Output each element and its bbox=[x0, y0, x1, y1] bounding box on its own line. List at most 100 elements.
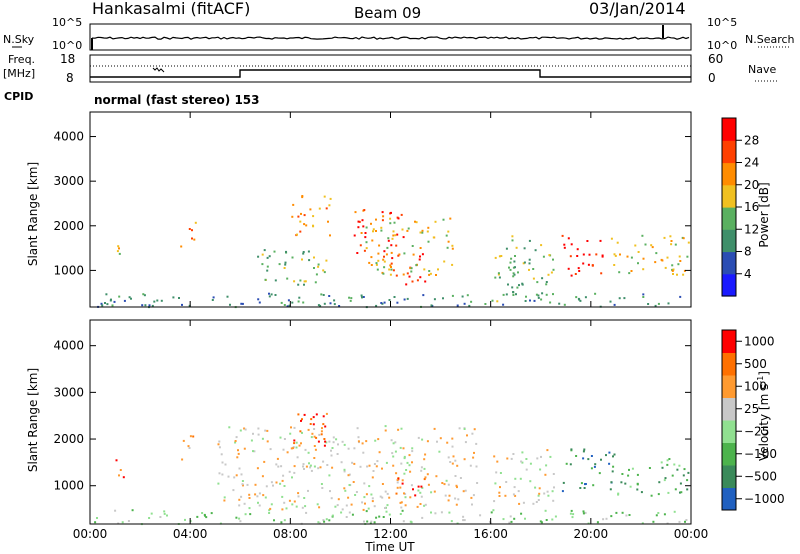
cpid-label: CPID bbox=[4, 90, 33, 103]
power-cell-c5 bbox=[357, 220, 360, 223]
velocity-cell-c3 bbox=[423, 504, 426, 507]
velocity-cell-c3 bbox=[293, 500, 296, 503]
power-cell-c8 bbox=[511, 239, 514, 242]
power-cell-c0 bbox=[502, 303, 505, 306]
power-cell-c3 bbox=[285, 250, 287, 253]
velocity-cell-c0 bbox=[163, 510, 166, 513]
velocity-cell-c3 bbox=[456, 464, 459, 467]
power-cell-c0 bbox=[280, 301, 283, 304]
power-cell-c0 bbox=[268, 295, 271, 298]
power-cell-c8 bbox=[514, 255, 516, 257]
power-cell-c7 bbox=[375, 262, 378, 265]
velocity-cell-c3 bbox=[466, 434, 468, 437]
power-cell-c6 bbox=[419, 255, 421, 258]
velocity-cell-c8 bbox=[621, 473, 624, 475]
power-cell-c7 bbox=[434, 220, 437, 223]
velocity-cell-c6 bbox=[504, 494, 507, 497]
velocity-cell-c4 bbox=[320, 430, 323, 433]
velocity-colorbar-label-1: 500 bbox=[744, 357, 767, 371]
power-cell-c0 bbox=[375, 304, 378, 307]
power-cell-c0 bbox=[288, 304, 291, 307]
power-cell-c10 bbox=[634, 244, 637, 247]
velocity-cell-c3 bbox=[241, 480, 244, 482]
velocity-colorbar-frame bbox=[721, 329, 737, 511]
velocity-cell-c0 bbox=[434, 512, 437, 515]
velocity-cell-c0 bbox=[273, 519, 275, 522]
power-cell-c10 bbox=[663, 236, 666, 239]
power-cell-c6 bbox=[406, 272, 409, 275]
velocity-cell-c5 bbox=[400, 501, 403, 504]
velocity-cell-c3 bbox=[426, 440, 429, 443]
velocity-cell-c0 bbox=[685, 519, 688, 521]
velocity-cell-c0 bbox=[621, 511, 624, 514]
velocity-cell-c3 bbox=[266, 429, 269, 432]
velocity-cell-c6 bbox=[552, 499, 555, 502]
power-cell-c7 bbox=[389, 222, 392, 225]
velocity-cell-c0 bbox=[238, 517, 241, 520]
velocity-cell-c7 bbox=[584, 483, 587, 485]
velocity-cell-c6 bbox=[539, 468, 542, 471]
velocity-cell-c0 bbox=[513, 517, 516, 520]
velocity-cell-c3 bbox=[464, 441, 467, 444]
velocity-cell-c3 bbox=[296, 456, 299, 459]
power-cell-c9 bbox=[582, 262, 585, 265]
velocity-cell-c4 bbox=[311, 432, 314, 435]
velocity-cell-c3 bbox=[304, 505, 307, 508]
velocity-cell-c0 bbox=[509, 515, 512, 518]
power-cell-c7 bbox=[426, 230, 429, 233]
velocity-cell-c0 bbox=[204, 514, 206, 517]
velocity-cell-c0 bbox=[370, 520, 373, 523]
power-cell-c4 bbox=[329, 197, 332, 200]
power-cell-c2 bbox=[188, 228, 191, 230]
sky-right-tick-bottom: 10^0 bbox=[707, 39, 737, 52]
power-cell-c9 bbox=[561, 234, 564, 237]
power-cell-c7 bbox=[411, 245, 414, 247]
power-cell-c8 bbox=[528, 239, 531, 242]
velocity-cell-c3 bbox=[269, 507, 272, 510]
power-cell-c1 bbox=[118, 252, 121, 255]
power-cell-c5 bbox=[356, 252, 359, 254]
velocity-cell-c8 bbox=[636, 488, 639, 491]
power-cell-c6 bbox=[408, 275, 411, 278]
power-cell-c5 bbox=[370, 222, 372, 225]
power-cell-c7 bbox=[386, 246, 389, 249]
velocity-cell-c8 bbox=[676, 468, 679, 471]
power-cell-c8 bbox=[513, 273, 516, 276]
velocity-cell-c3 bbox=[368, 464, 371, 467]
velocity-cell-c3 bbox=[285, 507, 288, 510]
velocity-cell-c3 bbox=[282, 474, 285, 477]
power-cell-c7 bbox=[423, 268, 426, 271]
velocity-cell-c3 bbox=[400, 427, 403, 430]
velocity-cell-c3 bbox=[445, 479, 448, 482]
power-cell-c0 bbox=[362, 296, 365, 298]
velocity-cell-c3 bbox=[392, 464, 395, 467]
velocity-cell-c3 bbox=[430, 491, 433, 494]
velocity-cell-c0 bbox=[318, 522, 321, 525]
velocity-cell-c0 bbox=[268, 512, 271, 514]
power-cell-c3 bbox=[293, 280, 296, 283]
power-cell-c0 bbox=[613, 303, 616, 306]
power-cell-c3 bbox=[268, 255, 271, 258]
power-cell-c4 bbox=[303, 214, 306, 217]
power-cell-c8 bbox=[523, 247, 526, 250]
velocity-cell-c3 bbox=[234, 441, 237, 444]
power-cell-c7 bbox=[407, 227, 410, 230]
velocity-cell-c3 bbox=[291, 476, 293, 479]
power-cell-c4 bbox=[300, 212, 302, 215]
power-cell-c10 bbox=[670, 240, 673, 242]
velocity-cell-c4 bbox=[313, 445, 316, 447]
power-cell-c8 bbox=[542, 255, 545, 258]
velocity-cell-c0 bbox=[615, 511, 618, 514]
velocity-cell-c6 bbox=[493, 455, 496, 458]
sky-panel-frame bbox=[89, 23, 692, 51]
power-cell-c10 bbox=[650, 244, 653, 247]
velocity-cell-c3 bbox=[243, 427, 246, 430]
velocity-cell-c0 bbox=[657, 512, 660, 514]
power-cell-c7 bbox=[390, 266, 392, 268]
velocity-cell-c3 bbox=[420, 466, 423, 469]
power-axis-ticks: 1000 2000 3000 4000 bbox=[53, 112, 692, 307]
power-panel: 1000 2000 3000 4000 Slant Range [km] 4 8 12 16… bbox=[26, 111, 771, 309]
power-cell-c2 bbox=[191, 229, 193, 232]
power-cell-c7 bbox=[451, 247, 454, 250]
velocity-cell-c3 bbox=[357, 436, 360, 439]
